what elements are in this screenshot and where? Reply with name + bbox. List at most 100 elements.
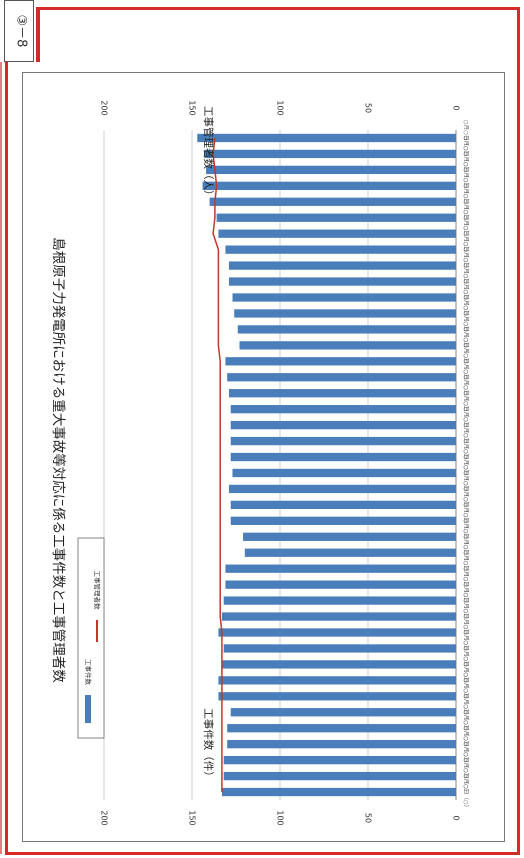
page-frame-left-outer [0, 62, 2, 854]
category-tick-label: ○月○日（○） [463, 614, 470, 650]
bar [223, 755, 456, 765]
category-tick-label: ○月○日（○） [463, 359, 470, 395]
category-tick-label: ○月○日（○） [463, 423, 470, 459]
bar [230, 405, 456, 414]
category-tick-label: ○月○日（○） [463, 471, 470, 507]
manager-line [212, 137, 223, 792]
category-tick-label: ○月○日（○） [463, 263, 470, 299]
bar [227, 724, 456, 733]
tick-label-top: 50 [364, 103, 373, 113]
bar [228, 389, 456, 398]
category-tick-label: ○月○日（○） [463, 535, 470, 571]
category-tick-label: ○月○日（○） [463, 152, 470, 188]
category-tick-label: ○月○日（○） [463, 630, 470, 666]
bar [216, 213, 456, 222]
bar [218, 229, 456, 238]
bar [221, 612, 456, 621]
bar [218, 628, 456, 637]
legend-line-label: 工事管理者数 [93, 571, 102, 611]
bar [244, 548, 456, 557]
category-tick-label: ○月○日（○） [463, 247, 470, 283]
bar [218, 692, 456, 701]
category-tick-label: ○月○日（○） [463, 646, 470, 682]
category-tick-label: ○月○日（○） [463, 710, 470, 746]
bar [209, 197, 456, 206]
category-tick-label: ○月○日（○） [463, 662, 470, 698]
page-frame-tab-edge [36, 7, 40, 62]
bar [221, 787, 456, 797]
bar [228, 484, 456, 494]
bar [230, 452, 456, 462]
bar [223, 644, 456, 653]
category-tick-label: ○月○日（○） [463, 215, 470, 251]
bar [197, 133, 456, 143]
page-frame-left [5, 62, 8, 854]
bar [228, 277, 456, 286]
category-tick-label: ○月○日（○） [463, 295, 470, 331]
page-number-tab: ③－8 [4, 0, 34, 62]
tick-label-top: 200 [100, 100, 109, 115]
bar [232, 468, 456, 478]
category-tick-label: ○月○日（○） [463, 136, 470, 172]
category-tick-label: ○月○日（○） [463, 550, 470, 586]
category-tick-label: ○月○日（○） [463, 391, 470, 427]
legend-layer: 工事件数 工事管理者数 [77, 537, 105, 739]
legend-bar-label: 工事件数 [84, 659, 93, 686]
category-tick-label: ○月○日（○） [463, 598, 470, 634]
category-tick-label: ○月○日（○） [463, 184, 470, 220]
category-tick-label: ○月○日（○） [463, 439, 470, 475]
bar [206, 165, 456, 175]
category-tick-label: ○月○日（○） [463, 455, 470, 491]
bar [230, 516, 456, 525]
category-tick-label: ○月○日（○） [463, 231, 470, 267]
bar-layer [197, 133, 456, 797]
bar [230, 420, 456, 430]
page-frame-right [517, 7, 520, 855]
bar [232, 293, 456, 302]
bar [230, 500, 456, 510]
category-tick-label: ○月○日（○） [463, 503, 470, 539]
category-tick-label: ○月○日（○） [463, 279, 470, 315]
category-tick-label: ○月○日（○） [463, 327, 470, 363]
category-tick-label: ○月○日（○） [463, 311, 470, 347]
bar [218, 676, 456, 685]
category-tick-label: ○月○日（○） [463, 407, 470, 443]
tick-label-bottom: 50 [364, 813, 373, 823]
category-tick-label: ○月○日（○） [463, 774, 470, 810]
y-left-axis-title: 工事件数（件） [202, 708, 215, 782]
category-tick-label: ○月○日（○） [463, 582, 470, 618]
category-tick-label: ○月○日（○） [463, 758, 470, 794]
tick-label-bottom: 0 [452, 815, 461, 820]
page-frame-bottom [5, 852, 520, 855]
bar [230, 708, 456, 717]
chart-border [22, 72, 505, 842]
tick-label-top: 150 [188, 100, 197, 115]
bar [227, 373, 456, 382]
tick-label-bottom: 200 [100, 810, 109, 825]
category-tick-label: ○月○日（○） [463, 566, 470, 602]
category-tick-label: ○月○日（○） [463, 343, 470, 379]
bar [234, 309, 456, 318]
category-tick-label: ○月○日（○） [463, 120, 470, 156]
category-tick-label: ○月○日（○） [463, 678, 470, 714]
page-frame-top [40, 7, 520, 10]
bar [204, 149, 456, 159]
bar [228, 261, 456, 270]
legend-bar-swatch [85, 695, 91, 723]
chart-title: 島根原子力発電所における重大事故等対応に係る工事件数と工事管理者数 [50, 237, 67, 683]
category-tick-label: ○月○日（○） [463, 487, 470, 523]
bar [237, 325, 456, 334]
bar [225, 245, 456, 254]
bar [223, 596, 456, 605]
bar [230, 436, 456, 446]
category-tick-label: ○月○日（○） [463, 519, 470, 555]
category-tick-label: ○月○日（○） [463, 694, 470, 730]
category-tick-label: ○月○日（○） [463, 375, 470, 411]
bar [221, 660, 456, 669]
bar [225, 357, 456, 366]
category-tick-label: ○月○日（○） [463, 200, 470, 236]
category-tick-label: ○月○日（○） [463, 726, 470, 762]
bar [227, 740, 456, 749]
category-tick-label: ○月○日（○） [463, 742, 470, 778]
